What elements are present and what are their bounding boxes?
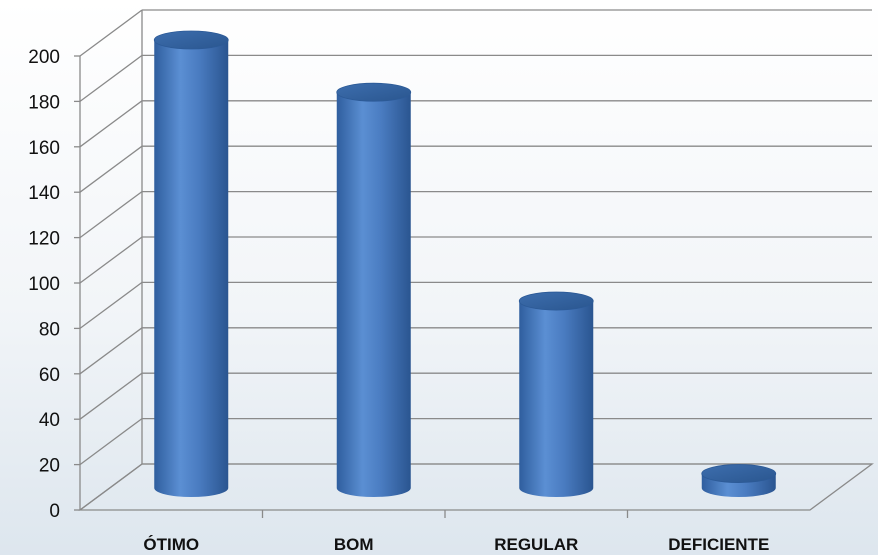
gridline-side-100 [79,236,143,284]
bar-3 [518,291,594,497]
bars [153,30,777,498]
gridline-side-60 [79,327,143,375]
y-tick-label: 60 [39,365,60,386]
gridline-side-200 [79,9,143,57]
floor [78,463,874,511]
bar-2 [336,82,412,498]
y-tick-label: 140 [28,183,60,204]
y-tick-label: 0 [49,501,60,522]
x-tick-label: ÓTIMO [143,535,199,554]
gridline-side-160 [79,100,143,148]
gridline-side-40 [79,372,143,420]
y-tick-label: 160 [28,138,60,159]
y-tick-label: 100 [28,274,60,295]
gridlines [79,9,872,511]
gridline-side-80 [79,281,143,329]
x-axis-category-labels: ÓTIMO BOM REGULAR DEFICIENTE [143,535,769,554]
y-tick-label: 120 [28,229,60,250]
gridline-side-120 [79,191,143,239]
bar-body [154,40,229,497]
y-tick-label: 20 [39,456,60,477]
y-tick-label: 40 [39,410,60,431]
x-tick-label: REGULAR [494,535,578,554]
bar-1 [153,30,229,497]
bar-top-cap [518,291,594,311]
bar-4 [701,464,777,497]
bar-top-cap [701,464,777,483]
x-tick-label: DEFICIENTE [668,535,769,554]
gridline-side-180 [79,54,143,102]
bar-top-cap [336,82,412,102]
bar-body [336,92,411,498]
bar-body [519,301,594,497]
y-tick-label: 180 [28,92,60,113]
x-tick-label: BOM [334,535,374,554]
y-tick-label: 200 [28,47,60,68]
axes [74,10,874,518]
y-tick-label: 80 [39,319,60,340]
bar-top-cap [153,30,229,50]
gridline-side-20 [79,418,143,466]
gridline-side-140 [79,145,143,193]
y-axis-tick-labels: 0 20 40 60 80 100 120 140 160 180 200 [28,47,60,522]
